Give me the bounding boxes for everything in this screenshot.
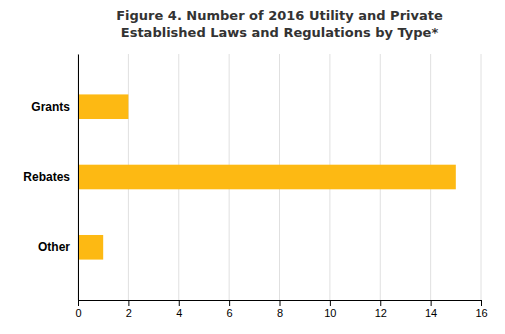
- x-tick-label: 16: [475, 307, 487, 319]
- x-tick: 14: [425, 300, 437, 319]
- chart-title: Figure 4. Number of 2016 Utility and Pri…: [116, 8, 443, 40]
- y-tick: Other: [38, 240, 78, 254]
- plot-area: 0 2 4 6 8 10 12 14 16 Grants Rebates Other: [23, 54, 487, 319]
- grid: [78, 54, 481, 300]
- x-tick-mark: [78, 300, 79, 306]
- x-tick-mark: [179, 300, 180, 306]
- x-tick-label: 0: [75, 307, 81, 319]
- y-tick-label: Rebates: [23, 170, 70, 184]
- chart-svg: Figure 4. Number of 2016 Utility and Pri…: [0, 0, 505, 334]
- x-tick-label: 2: [126, 307, 132, 319]
- y-tick: Grants: [31, 100, 78, 114]
- x-tick: 0: [75, 300, 81, 319]
- x-tick-label: 4: [176, 307, 182, 319]
- x-tick-label: 6: [227, 307, 233, 319]
- bars: [78, 94, 456, 259]
- x-tick-label: 14: [425, 307, 437, 319]
- x-tick-label: 8: [277, 307, 283, 319]
- x-tick: 10: [324, 300, 336, 319]
- x-tick-mark: [380, 300, 381, 306]
- bar: [78, 165, 456, 190]
- x-tick-label: 12: [375, 307, 387, 319]
- x-tick-mark: [481, 300, 482, 306]
- x-axis: 0 2 4 6 8 10 12 14 16: [75, 300, 487, 319]
- x-tick-mark: [128, 300, 129, 306]
- x-tick-label: 10: [324, 307, 336, 319]
- bar: [78, 94, 128, 119]
- y-tick-label: Grants: [31, 100, 70, 114]
- chart-container: Figure 4. Number of 2016 Utility and Pri…: [0, 0, 505, 334]
- y-tick-label: Other: [38, 240, 70, 254]
- y-axis-line: [78, 55, 79, 301]
- chart-title-line: Established Laws and Regulations by Type…: [121, 25, 439, 40]
- x-tick: 6: [227, 300, 233, 319]
- y-axis: Grants Rebates Other: [23, 55, 78, 301]
- x-tick-mark: [229, 300, 230, 306]
- x-tick-mark: [280, 300, 281, 306]
- bar: [78, 235, 103, 260]
- y-tick: Rebates: [23, 170, 78, 184]
- x-tick-mark: [330, 300, 331, 306]
- grid-line: [78, 54, 79, 300]
- grid-line: [481, 54, 482, 300]
- x-tick: 12: [375, 300, 387, 319]
- x-tick: 4: [176, 300, 182, 319]
- x-tick: 16: [475, 300, 487, 319]
- x-axis-line: [79, 301, 482, 307]
- x-tick: 8: [277, 300, 283, 319]
- x-tick-mark: [431, 300, 432, 306]
- chart-title-line: Figure 4. Number of 2016 Utility and Pri…: [116, 8, 443, 23]
- x-tick: 2: [126, 300, 132, 319]
